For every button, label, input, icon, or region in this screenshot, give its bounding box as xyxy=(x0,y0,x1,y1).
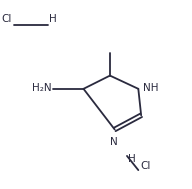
Text: H₂N: H₂N xyxy=(32,83,51,93)
Text: Cl: Cl xyxy=(140,161,151,171)
Text: Cl: Cl xyxy=(1,14,12,24)
Text: H: H xyxy=(50,14,57,24)
Text: H: H xyxy=(128,154,136,164)
Text: NH: NH xyxy=(143,83,159,93)
Text: N: N xyxy=(110,137,118,147)
